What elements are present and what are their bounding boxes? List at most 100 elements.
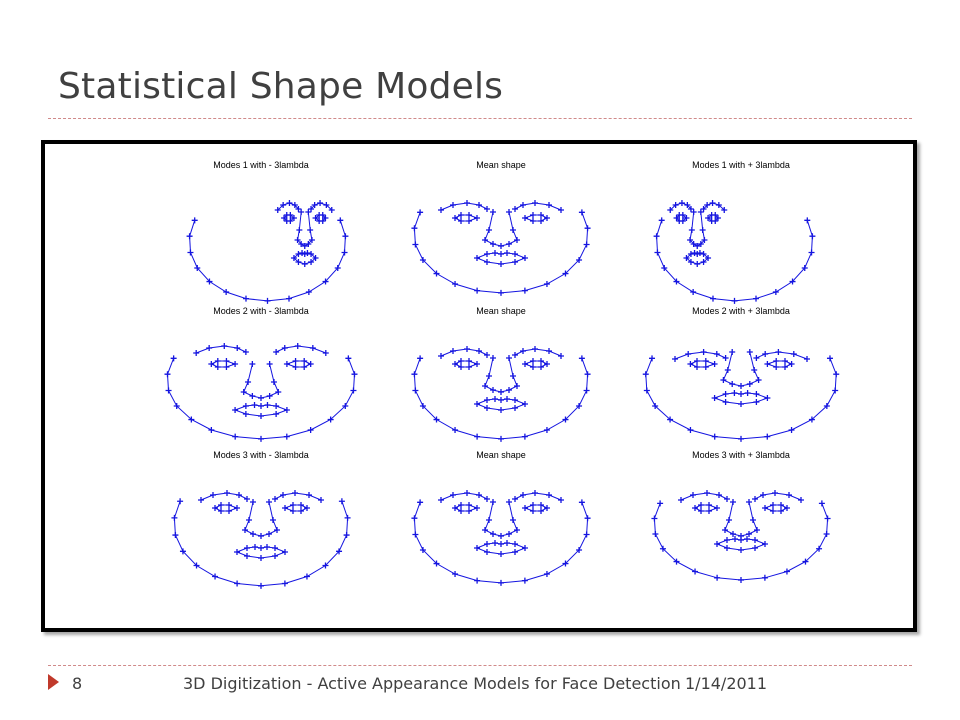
landmark-marker <box>258 395 264 401</box>
landmark-marker <box>512 397 518 403</box>
landmark-marker <box>673 215 680 221</box>
landmark-marker <box>823 403 830 410</box>
landmark-marker <box>412 531 419 538</box>
eye-contour <box>693 504 719 512</box>
landmark-marker <box>458 212 464 218</box>
landmark-marker <box>784 505 790 511</box>
landmark-marker <box>412 387 419 394</box>
landmark-marker <box>704 490 710 496</box>
landmark-marker <box>738 537 744 543</box>
landmark-marker <box>687 206 694 212</box>
landmark-marker <box>530 218 536 224</box>
landmark-marker <box>702 358 709 364</box>
landmark-marker <box>270 517 276 523</box>
face-landmark-plot <box>651 490 831 583</box>
landmark-marker <box>298 209 305 215</box>
panel-title: Modes 3 with + 3lambda <box>692 450 790 460</box>
landmark-marker <box>576 403 583 410</box>
eye-contour <box>763 504 789 512</box>
panel-title: Mean shape <box>476 450 526 460</box>
landmark-marker <box>744 536 750 542</box>
landmark-marker <box>498 397 504 403</box>
landmark-marker <box>823 530 830 537</box>
landmark-marker <box>801 265 808 272</box>
landmark-marker <box>722 527 728 533</box>
landmark-marker <box>232 361 239 367</box>
landmark-marker <box>578 499 585 506</box>
nose-contour <box>724 501 758 537</box>
landmark-marker <box>687 427 694 434</box>
eye-contour <box>213 504 239 512</box>
landmark-marker <box>576 257 583 264</box>
landmark-marker <box>490 209 496 215</box>
landmark-marker <box>258 435 264 442</box>
landmark-marker <box>307 361 314 367</box>
landmark-marker <box>273 349 280 355</box>
brow-contour <box>756 351 808 360</box>
landmark-marker <box>506 387 512 393</box>
title-divider <box>48 118 912 119</box>
eye-contour <box>453 360 479 368</box>
landmark-marker <box>210 492 216 498</box>
landmark-marker <box>244 496 250 502</box>
landmark-marker <box>521 433 528 440</box>
brow-contour <box>196 345 247 354</box>
landmark-marker <box>530 364 536 370</box>
landmark-marker <box>214 364 221 370</box>
landmark-marker <box>702 364 709 370</box>
landmark-marker <box>486 517 492 523</box>
landmark-marker <box>788 361 795 367</box>
landmark-marker <box>506 499 512 505</box>
landmark-marker <box>720 377 727 383</box>
landmark-marker <box>722 391 729 397</box>
landmark-marker <box>498 389 504 395</box>
landmark-marker <box>786 492 792 498</box>
landmark-marker <box>298 502 304 508</box>
landmark-marker <box>206 345 213 351</box>
landmark-marker <box>752 496 758 502</box>
landmark-marker <box>764 395 771 401</box>
landmark-marker <box>417 499 424 506</box>
landmark-marker <box>236 492 242 498</box>
panel-title: Mean shape <box>476 306 526 316</box>
landmark-marker <box>281 580 288 587</box>
landmark-marker <box>223 364 230 370</box>
landmark-marker <box>301 251 308 257</box>
landmark-marker <box>242 527 248 533</box>
landmark-marker <box>307 227 314 233</box>
landmark-marker <box>724 545 730 551</box>
landmark-marker <box>731 297 738 304</box>
landmark-marker <box>212 573 219 580</box>
landmark-marker <box>778 502 784 508</box>
landmark-marker <box>250 531 256 537</box>
landmark-marker <box>802 558 809 565</box>
eye-contour <box>689 360 717 368</box>
landmark-marker <box>667 207 674 213</box>
landmark-marker <box>223 358 230 364</box>
landmark-marker <box>711 433 718 440</box>
landmark-marker <box>298 241 305 247</box>
landmark-marker <box>287 212 294 218</box>
landmark-marker <box>334 265 341 272</box>
landmark-marker <box>322 562 329 569</box>
landmark-marker <box>506 355 512 361</box>
landmark-marker <box>221 343 228 349</box>
landmark-marker <box>722 355 729 361</box>
landmark-marker <box>492 396 498 402</box>
landmark-marker <box>701 237 708 243</box>
landmark-marker <box>304 505 310 511</box>
landmark-marker <box>312 215 319 221</box>
landmark-marker <box>714 541 720 547</box>
landmark-marker <box>706 502 712 508</box>
face-landmark-plot <box>186 200 349 304</box>
landmark-marker <box>411 371 418 378</box>
landmark-marker <box>474 433 481 440</box>
landmark-marker <box>282 549 288 555</box>
nose-contour <box>244 501 278 537</box>
landmark-marker <box>833 371 840 378</box>
landmark-marker <box>649 355 656 362</box>
landmark-marker <box>522 401 528 407</box>
landmark-marker <box>266 361 273 367</box>
nose-contour <box>484 501 518 537</box>
landmark-marker <box>450 348 456 354</box>
